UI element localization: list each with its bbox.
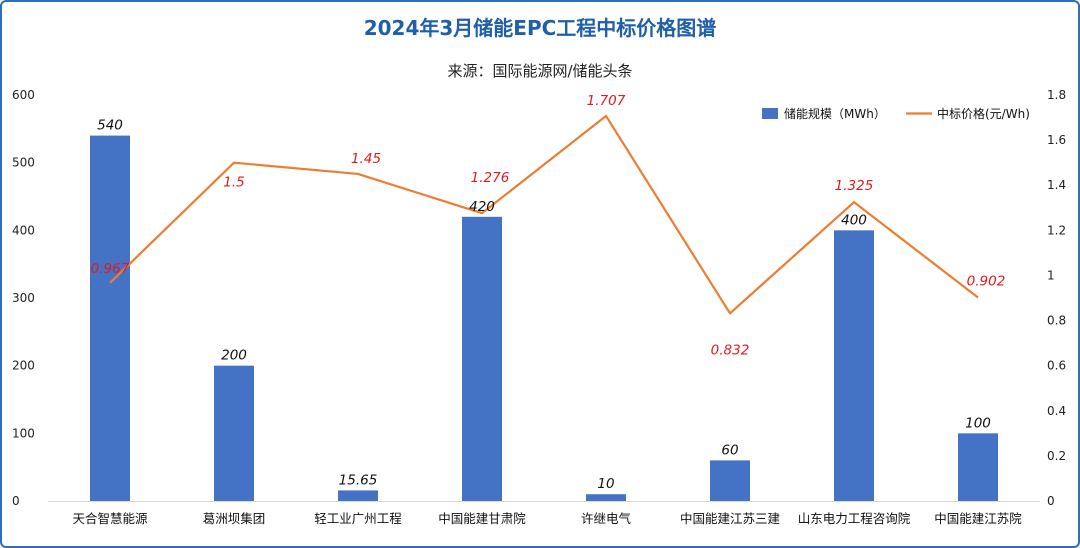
line-data-label: 1.276: [471, 170, 510, 186]
y-right-tick-label: 0: [1047, 494, 1055, 508]
bar: [214, 366, 254, 501]
x-category-label: 中国能建甘肃院: [438, 511, 526, 526]
y-right-tick-label: 1: [1047, 268, 1055, 282]
line-data-label: 0.902: [967, 274, 1006, 290]
bar-data-label: 540: [97, 118, 123, 134]
y-right-tick-label: 0.6: [1047, 359, 1066, 373]
legend-bar-swatch: [762, 108, 778, 119]
bar-data-label: 400: [841, 212, 867, 228]
bar-data-label: 100: [965, 415, 991, 431]
y-right-tick-label: 0.2: [1047, 449, 1066, 463]
bar-data-label: 420: [469, 199, 495, 215]
bar-data-label: 10: [597, 476, 614, 492]
y-right-tick-label: 1.4: [1047, 178, 1066, 192]
y-left-tick-label: 300: [12, 291, 35, 305]
bar: [90, 136, 130, 501]
line-data-label: 1.325: [835, 178, 874, 194]
x-category-label: 中国能建江苏三建: [680, 511, 781, 526]
x-category-label: 中国能建江苏院: [934, 511, 1022, 526]
y-left-tick-label: 200: [12, 359, 35, 373]
y-left-tick-label: 100: [12, 426, 35, 440]
bar: [462, 217, 502, 501]
bar: [834, 230, 874, 501]
bar: [586, 494, 626, 501]
combo-chart: 0 100 200 300 400 500 600 0 0.2 0.4 0.6 0.8 1 1.2 1.4 1…: [0, 0, 1080, 548]
y-left-tick-label: 600: [12, 88, 35, 102]
x-category-label: 天合智慧能源: [72, 511, 148, 526]
y-right-tick-label: 0.8: [1047, 314, 1066, 328]
x-category-label: 轻工业广州工程: [314, 511, 402, 526]
line-data-label: 1.707: [587, 93, 626, 109]
bar-data-label: 200: [221, 348, 247, 364]
bar: [958, 433, 998, 501]
y-right-tick-label: 1.6: [1047, 133, 1066, 147]
bar: [710, 460, 750, 501]
x-category-label: 山东电力工程咨询院: [798, 511, 911, 526]
y-right-tick-label: 0.4: [1047, 404, 1066, 418]
x-category-label: 许继电气: [581, 511, 632, 526]
bar-data-label: 15.65: [339, 472, 378, 488]
legend-bar-label: 储能规模（MWh）: [784, 106, 886, 121]
line-data-label: 0.967: [91, 261, 130, 277]
line-data-label: 1.45: [351, 151, 381, 167]
y-left-tick-label: 400: [12, 223, 35, 237]
y-left-tick-label: 0: [12, 494, 20, 508]
x-category-label: 葛洲坝集团: [203, 511, 266, 526]
line-data-label: 1.5: [223, 175, 244, 191]
bar: [338, 490, 378, 501]
bar-data-label: 60: [721, 442, 738, 458]
legend-line-label: 中标价格(元/Wh): [937, 106, 1030, 121]
y-right-tick-label: 1.8: [1047, 88, 1066, 102]
line-data-label: 0.832: [711, 342, 750, 358]
y-right-tick-label: 1.2: [1047, 223, 1066, 237]
y-left-tick-label: 500: [12, 156, 35, 170]
